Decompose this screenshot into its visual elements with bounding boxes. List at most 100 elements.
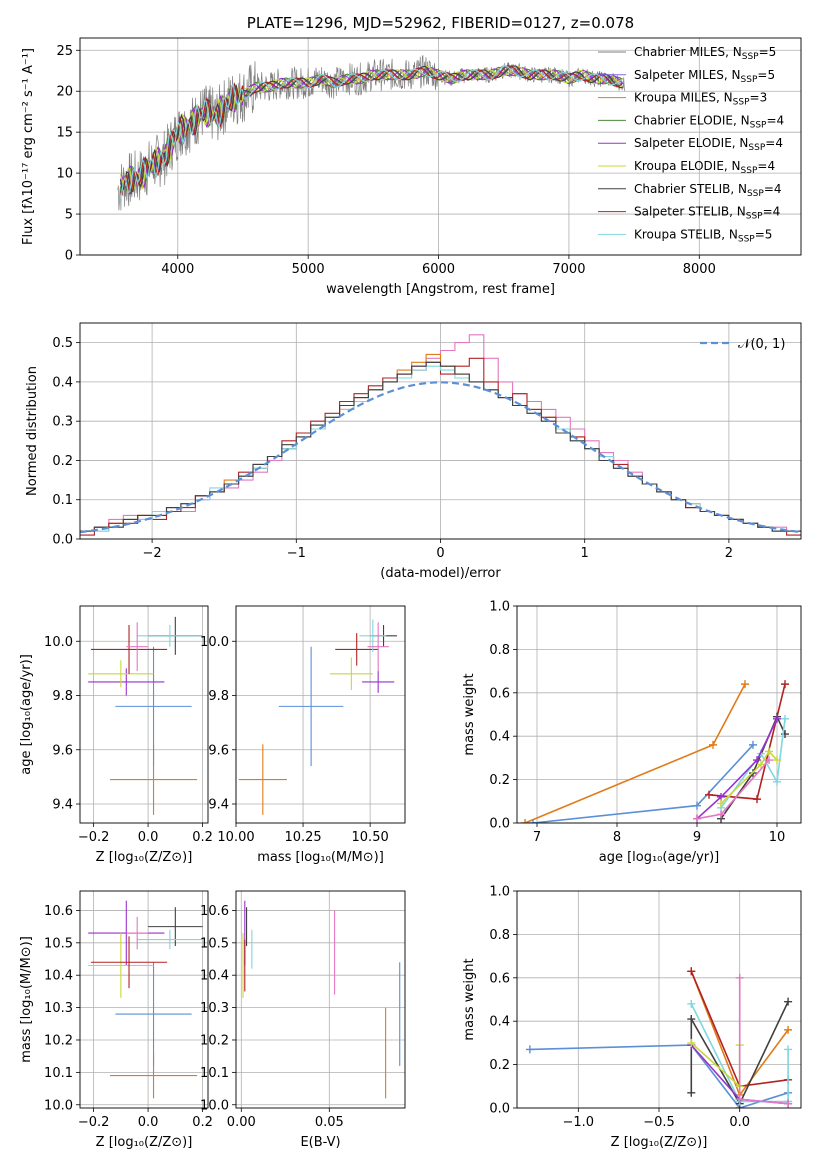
model-spectrum-line [119,65,623,193]
plus-marker [741,680,749,689]
x-tick-label: 0.05 [315,1115,344,1130]
x-tick-label: 8000 [683,262,716,277]
y-tick-label: 10.5 [200,936,229,951]
y-tick-label: 9.4 [52,798,73,813]
y-tick-label: 0.2 [52,454,73,469]
x-tick-label: 0.0 [729,1115,750,1130]
mass-weight-line [529,1044,789,1108]
axes-frame [516,890,802,1109]
y-tick-label: 10.2 [200,1033,229,1048]
y-tick-label: 0.4 [489,1015,510,1030]
y-tick-label: 0.4 [489,730,510,745]
legend-entry: Kroupa ELODIE, NSSP=4 [634,159,775,176]
y-axis-label: age [log₁₀(age/yr)] [19,654,34,775]
x-tick-label: −0.2 [78,830,110,845]
plus-marker [781,680,789,689]
plus-marker [687,1038,696,1047]
y-tick-label: 10.0 [200,635,229,650]
y-tick-label: 10.1 [200,1066,229,1081]
x-tick-label: 10 [769,830,786,845]
mass-weight-line [696,718,778,820]
y-tick-label: 10.0 [200,1098,229,1113]
mass-weight-line [532,744,754,823]
plus-marker [753,795,761,804]
residual-histogram-line [80,361,801,532]
x-tick-label: 10.00 [217,830,254,845]
legend-entry: Salpeter MILES, NSSP=5 [634,68,775,85]
mass-weight-line [720,718,786,809]
y-tick-label: 0.1 [52,493,73,508]
y-tick-label: 10.5 [44,936,73,951]
plus-marker [784,1025,793,1034]
mass-weight-line [690,1001,789,1106]
y-tick-label: 5 [65,208,73,223]
x-tick-label: 1 [581,546,589,561]
x-tick-label: −2 [143,546,162,561]
plus-marker [705,790,713,799]
plus-marker [687,1088,696,1097]
x-tick-label: 7000 [552,262,585,277]
axes-frame [235,890,406,1109]
x-axis-label: Z [log₁₀(Z/Z⊙)] [96,850,193,865]
plot-area [88,900,203,1099]
x-tick-label: 0.2 [192,830,213,845]
gaussian-curve [80,381,801,534]
plot-area [117,54,626,211]
plus-marker [687,967,696,976]
x-axis-label: age [log₁₀(age/yr)] [599,850,720,865]
panel-4: 10.00 10.25 10.50 9.4 9.6 9.8 10.0 mass [log₁₀(… [200,605,406,865]
axes-frame [79,322,802,540]
y-tick-label: 10.2 [44,1033,73,1048]
y-tick-label: 10.6 [44,904,73,919]
x-tick-label: −1.0 [563,1115,595,1130]
y-axis-label: mass [log₁₀(M/M⊙)] [19,936,34,1063]
y-tick-label: 0.6 [489,971,510,986]
x-axis-label: mass [log₁₀(M/M⊙)] [257,850,384,865]
plus-marker [717,810,725,819]
y-tick-label: 0.6 [489,686,510,701]
legend-entry: Kroupa MILES, NSSP=3 [634,91,767,108]
plus-marker [735,1095,744,1104]
x-tick-label: 6000 [422,262,455,277]
y-tick-label: 9.6 [208,743,229,758]
plus-marker [735,973,744,982]
x-axis-label: wavelength [Angstrom, rest frame] [326,282,555,297]
axes-frame [235,605,406,824]
x-axis-label: E(B-V) [300,1135,340,1150]
legend-entry: Salpeter ELODIE, NSSP=4 [634,136,783,153]
y-tick-label: 0.3 [52,415,73,430]
y-tick-label: 1.0 [489,885,510,900]
plus-marker [753,756,761,765]
plus-marker [687,1015,696,1024]
y-tick-label: 25 [56,44,73,59]
y-axis-label: Normed distribution [25,366,40,496]
legend-entry: 𝒩(0, 1) [738,337,785,352]
x-tick-label: 2 [725,546,733,561]
y-tick-label: 0.2 [489,1058,510,1073]
y-tick-label: 9.6 [52,743,73,758]
y-tick-label: 10.3 [200,1001,229,1016]
panel-2: −2 −1 0 1 2 0.0 0.1 0.2 0.3 0.4 0.5 (data-model)/er… [25,322,802,581]
x-tick-label: −1 [287,546,306,561]
axes-frame [516,605,802,824]
plus-marker [757,760,765,769]
x-tick-label: 7 [533,830,541,845]
y-tick-label: 10.4 [44,969,73,984]
legend-entry: Chabrier STELIB, NSSP=4 [634,182,782,199]
plot-area [88,616,203,815]
x-tick-label: 0.2 [192,1115,213,1130]
plus-marker [709,740,717,749]
panel-6: −0.2 0.0 0.2 10.0 10.1 10.2 10.3 10.4 10.5 10.6 Z … [19,890,213,1150]
plus-marker [784,1099,793,1108]
mass-weight-line [720,750,778,805]
model-spectrum-line [119,65,624,196]
x-axis-label: (data-model)/error [380,566,501,581]
plus-marker [784,1045,793,1054]
plus-marker [521,819,529,823]
panel-5: 7 8 9 10 0.0 0.2 0.4 0.6 0.8 1.0 age [log₁₀(age/yr… [462,600,802,865]
y-tick-label: 10.1 [44,1066,73,1081]
y-tick-label: 0.4 [52,375,73,390]
plot-area [80,334,801,536]
y-tick-label: 20 [56,85,73,100]
